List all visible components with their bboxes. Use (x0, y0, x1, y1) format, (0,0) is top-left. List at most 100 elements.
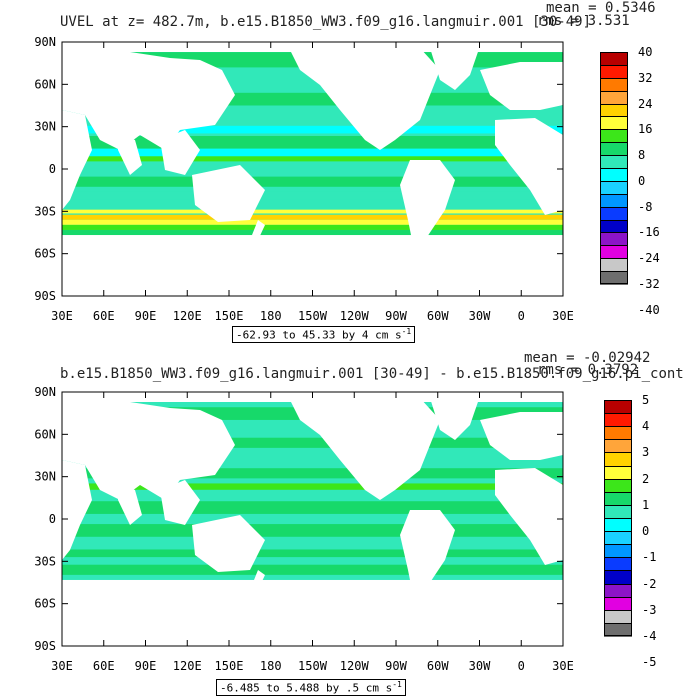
top-colorbar-label: 24 (638, 96, 653, 111)
top-lon-label: 90E (135, 309, 157, 323)
top-landmass (62, 42, 235, 150)
bottom-landmass (290, 398, 440, 500)
top-landmass (400, 160, 455, 255)
top-colorbar-swatch (600, 193, 628, 208)
top-band (62, 176, 563, 187)
bottom-lat-label: 90N (34, 385, 56, 399)
top-colorbar-swatch (600, 129, 628, 144)
bottom-panel: b.e15.B1850_WW3.f09_g16.langmuir.001 [30… (0, 350, 700, 700)
bottom-landmass (62, 460, 92, 560)
bottom-colorbar-label: 5 (642, 393, 650, 407)
bottom-colorbar-swatch (604, 465, 632, 480)
top-range-text: -62.93 to 45.33 by 4 cm s (236, 328, 402, 342)
top-lon-label: 90W (385, 309, 407, 323)
bottom-band (62, 524, 563, 537)
bottom-colorbar: 5 4 3 2 1 0 -1 -2 -3 -4 -5 (604, 393, 656, 669)
top-lat-label: 30S (34, 204, 56, 218)
top-lon-label: 150E (215, 309, 244, 323)
top-colorbar-border (600, 52, 628, 284)
top-colorbar-swatch (600, 142, 628, 157)
bottom-lon-label: 30E (51, 659, 73, 673)
top-colorbar-label: 8 (638, 148, 646, 163)
top-colorbar-swatch (600, 64, 628, 79)
bottom-colorbar-label: 4 (642, 419, 650, 434)
top-band (62, 135, 563, 149)
bottom-colorbar-label: -5 (642, 655, 657, 670)
top-band (62, 224, 563, 230)
bottom-band (62, 483, 563, 490)
bottom-colorbar-swatch (604, 609, 632, 624)
top-colorbar-label: -16 (638, 225, 660, 240)
bottom-landmass (430, 396, 480, 440)
bottom-colorbar-label: 2 (642, 471, 650, 486)
bottom-map: 90N 60N 30N 0 30S 60S 90S 30E 60E 90E 120E 150E 180 1… (34, 385, 574, 673)
top-colorbar-swatch (600, 103, 628, 118)
bottom-range-exp: -1 (392, 680, 402, 689)
top-colorbar-swatch (600, 258, 628, 273)
top-band (62, 209, 563, 214)
top-band (62, 191, 563, 200)
top-landmass (118, 135, 142, 175)
top-colorbar-swatch (600, 232, 628, 247)
top-colorbar-label: -8 (638, 199, 653, 214)
top-colorbar-swatch (600, 77, 628, 92)
top-band (62, 125, 563, 134)
bottom-lat-label: 60N (34, 427, 56, 441)
bottom-range-label: -6.485 to 5.488 by .5 cm s-1 (216, 679, 406, 696)
top-colorbar-swatch (600, 245, 628, 260)
bottom-colorbar-swatch (604, 413, 632, 428)
top-landmass (62, 245, 563, 296)
top-lat-label: 60N (34, 77, 56, 91)
bottom-band (62, 468, 563, 479)
bottom-landmass (62, 392, 235, 500)
bottom-band (62, 549, 563, 558)
top-lon-label: 0 (518, 309, 525, 323)
bottom-rms: rms = 0.3792 (537, 362, 639, 378)
bottom-title: b.e15.B1850_WW3.f09_g16.langmuir.001 [30… (60, 366, 684, 382)
bottom-colorbar-swatch (604, 531, 632, 546)
bottom-colorbar-swatch (604, 426, 632, 441)
bottom-lon-label: 90E (135, 659, 157, 673)
bottom-colorbar-swatch (604, 570, 632, 585)
bottom-lat-label: 30S (34, 554, 56, 568)
top-colorbar-label: 0 (638, 173, 646, 188)
top-colorbar-label: 40 (638, 45, 653, 59)
bottom-lat-label: 90S (34, 639, 56, 653)
bottom-colorbar-label: -4 (642, 629, 657, 643)
bottom-colorbar-swatch (604, 557, 632, 572)
bottom-colorbar-swatch (604, 478, 632, 493)
bottom-colorbar-swatch (604, 452, 632, 467)
top-colorbar-label: -32 (638, 277, 660, 291)
bottom-colorbar-label: -3 (642, 602, 657, 617)
top-range-exp: -1 (401, 327, 412, 336)
bottom-colorbar-label: 3 (642, 445, 650, 460)
bottom-landmass (192, 515, 265, 572)
top-colorbar-label: -24 (638, 251, 660, 266)
bottom-lon-label: 180 (260, 659, 282, 673)
top-title: UVEL at z= 482.7m, b.e15.B1850_WW3.f09_g… (60, 14, 592, 30)
bottom-land (62, 392, 563, 646)
bottom-lon-label: 60W (427, 659, 449, 673)
top-colorbar-label: -40 (638, 302, 660, 317)
top-band (62, 214, 563, 220)
bottom-landmass (400, 510, 455, 605)
top-mean: mean = 0.5346 (546, 0, 656, 16)
top-colorbar-swatch (600, 180, 628, 195)
top-colorbar: 40 32 24 16 8 0 -8 -16 -24 -32 -40 (600, 45, 660, 317)
bottom-landmass (480, 412, 563, 460)
top-panel: UVEL at z= 482.7m, b.e15.B1850_WW3.f09_g… (34, 0, 660, 343)
top-landmass (160, 130, 200, 175)
bottom-band (62, 564, 563, 575)
top-range-label: -62.93 to 45.33 by 4 cm s-1 (232, 326, 416, 343)
bottom-lon-label: 0 (518, 659, 525, 673)
top-landmass (62, 110, 92, 210)
bottom-landmass (160, 480, 200, 525)
top-landmass (480, 62, 563, 110)
top-lat-label: 30N (34, 120, 56, 134)
top-colorbar-swatch (600, 219, 628, 234)
bottom-lat-label: 60S (34, 597, 56, 611)
bottom-mean: mean = -0.02942 (524, 350, 651, 366)
top-colorbar-label: 16 (638, 122, 653, 137)
bottom-band (62, 437, 563, 448)
top-lat-label: 0 (49, 162, 56, 176)
